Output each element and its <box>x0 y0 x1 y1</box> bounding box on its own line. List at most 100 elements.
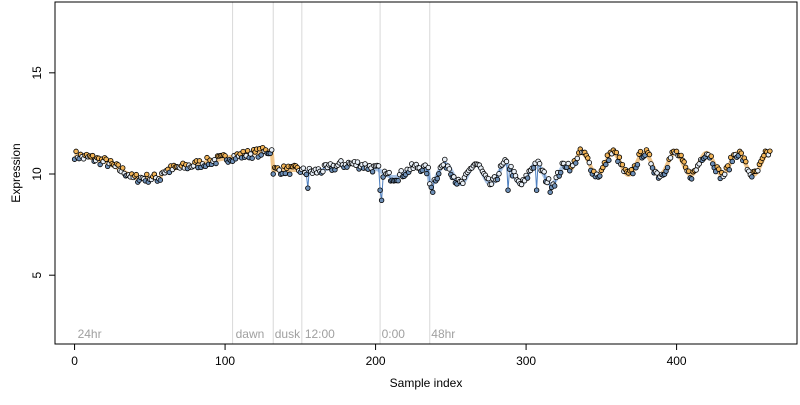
data-point <box>386 169 392 176</box>
data-point <box>606 157 612 163</box>
data-point <box>377 187 383 193</box>
data-point <box>729 158 735 165</box>
data-point <box>749 174 755 180</box>
data-point <box>300 165 307 171</box>
data-point <box>434 175 440 182</box>
data-point <box>305 185 311 191</box>
data-point <box>524 175 531 181</box>
data-point <box>597 173 603 179</box>
annotation-label-3: 12:00 <box>305 327 335 341</box>
annotation-label-2: dusk <box>275 327 301 341</box>
data-point <box>460 180 466 187</box>
data-point <box>518 181 525 188</box>
data-point <box>488 181 495 187</box>
data-point <box>649 165 656 171</box>
data-point <box>270 171 276 177</box>
data-point <box>738 150 745 156</box>
data-point <box>603 161 609 168</box>
annotation-label-1: dawn <box>236 327 265 341</box>
data-point <box>630 170 636 177</box>
data-point <box>545 176 552 182</box>
data-point <box>120 165 126 171</box>
data-point <box>551 183 558 189</box>
data-point <box>485 175 492 182</box>
data-point <box>558 169 564 176</box>
data-point <box>585 155 591 161</box>
data-point <box>722 171 728 178</box>
data-point <box>530 165 537 171</box>
annotation-label-5: 48hr <box>431 327 455 341</box>
data-point <box>115 162 121 168</box>
data-point <box>508 163 514 170</box>
data-point <box>378 197 385 204</box>
x-tick-label: 200 <box>366 354 386 368</box>
data-point <box>442 156 448 163</box>
data-point <box>157 177 164 183</box>
data-point <box>240 148 246 155</box>
data-point <box>428 184 434 191</box>
y-tick-label: 10 <box>30 167 44 181</box>
data-point <box>586 159 593 166</box>
data-point <box>503 158 510 165</box>
data-point <box>303 171 310 178</box>
data-point <box>688 176 695 182</box>
data-point <box>533 187 540 193</box>
data-point <box>354 159 361 165</box>
data-point <box>634 162 641 168</box>
data-point <box>716 166 722 172</box>
x-tick-label: 100 <box>215 354 235 368</box>
data-point <box>505 187 511 193</box>
data-point <box>436 171 442 177</box>
data-point <box>282 170 288 177</box>
data-point <box>419 167 425 174</box>
data-point <box>446 166 453 172</box>
data-point <box>375 163 382 169</box>
data-point <box>424 170 430 177</box>
data-point <box>258 152 264 158</box>
data-point <box>144 171 150 178</box>
data-point <box>425 164 431 171</box>
data-point <box>369 169 376 175</box>
data-point <box>249 155 255 161</box>
x-tick-label: 300 <box>516 354 536 368</box>
data-point <box>646 151 653 158</box>
data-point <box>213 160 219 167</box>
data-point <box>613 149 620 156</box>
data-point <box>496 171 502 177</box>
data-point <box>678 152 684 159</box>
data-point <box>755 168 761 174</box>
data-point <box>73 148 79 155</box>
data-point <box>667 155 674 161</box>
data-point <box>494 176 501 183</box>
data-point <box>287 171 293 177</box>
data-point <box>398 168 404 174</box>
data-point <box>574 155 580 162</box>
data-point <box>685 168 692 174</box>
annotation-label-4: 0:00 <box>382 327 406 341</box>
y-axis-label: Expression <box>9 143 23 202</box>
data-point <box>269 147 275 153</box>
data-point <box>573 160 579 166</box>
data-point <box>536 160 543 167</box>
data-point <box>395 177 401 184</box>
x-tick-label: 0 <box>71 354 78 368</box>
data-point <box>103 156 109 162</box>
data-point <box>133 171 139 178</box>
data-point <box>767 148 773 154</box>
data-point <box>726 167 732 173</box>
data-point <box>541 169 547 175</box>
y-tick-label: 5 <box>30 272 44 279</box>
data-point <box>637 148 644 155</box>
data-point <box>664 164 671 171</box>
data-point <box>619 162 626 168</box>
data-point <box>320 168 326 175</box>
data-point <box>708 153 714 159</box>
data-point <box>89 152 96 159</box>
x-axis-label: Sample index <box>390 376 463 390</box>
data-point <box>547 189 553 195</box>
annotation-label-0: 24hr <box>78 327 102 341</box>
data-point <box>244 148 251 154</box>
data-point <box>430 189 436 195</box>
